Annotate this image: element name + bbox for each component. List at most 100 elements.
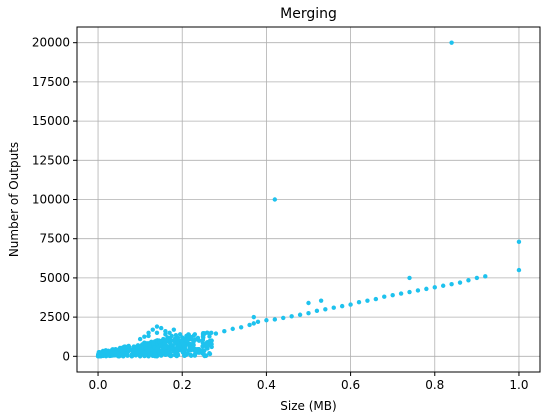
cluster-point-360 xyxy=(205,331,209,335)
cluster-point-373 xyxy=(153,353,157,357)
cluster-point-337 xyxy=(177,344,181,348)
y-tick-label-6: 15000 xyxy=(32,114,70,128)
x-axis-label: Size (MB) xyxy=(280,399,336,413)
data-point-98 xyxy=(247,323,251,327)
y-tick-label-7: 17500 xyxy=(32,75,70,89)
data-point-114 xyxy=(374,297,378,301)
chart-title: Merging xyxy=(280,6,337,22)
data-point-130 xyxy=(319,298,323,302)
cluster-point-332 xyxy=(182,354,186,358)
data-point-99 xyxy=(252,321,256,325)
data-point-95 xyxy=(222,329,226,333)
cluster-point-387 xyxy=(185,338,189,342)
data-point-116 xyxy=(390,293,394,297)
cluster-point-349 xyxy=(202,352,206,356)
data-point-103 xyxy=(281,316,285,320)
data-point-131 xyxy=(407,276,411,280)
data-point-104 xyxy=(289,314,293,318)
data-point-127 xyxy=(483,274,487,278)
x-tick-label-0: 0.0 xyxy=(88,378,107,392)
cluster-point-394 xyxy=(151,341,155,345)
data-point-119 xyxy=(416,288,420,292)
data-point-97 xyxy=(239,325,243,329)
x-tick-label-3: 0.6 xyxy=(341,378,360,392)
data-point-126 xyxy=(475,276,479,280)
y-tick-label-2: 5000 xyxy=(39,271,70,285)
data-point-77 xyxy=(151,327,155,331)
data-point-83 xyxy=(146,334,150,338)
data-point-78 xyxy=(155,324,159,328)
cluster-point-352 xyxy=(192,347,196,351)
data-point-106 xyxy=(306,311,310,315)
cluster-point-369 xyxy=(181,349,185,353)
cluster-point-306 xyxy=(131,351,135,355)
cluster-point-350 xyxy=(188,346,192,350)
cluster-point-370 xyxy=(208,352,212,356)
data-point-96 xyxy=(231,327,235,331)
data-point-100 xyxy=(256,320,260,324)
data-point-120 xyxy=(424,287,428,291)
cluster-point-395 xyxy=(173,337,177,341)
x-tick-label-1: 0.2 xyxy=(173,378,192,392)
grid-layer xyxy=(77,27,540,372)
y-axis-label: Number of Outputs xyxy=(7,142,21,257)
cluster-point-144 xyxy=(189,354,193,358)
data-point-82 xyxy=(172,327,176,331)
ticks-layer: 0.0 0.2 0.4 0.6 0.8 1.00250050007500100001250… xyxy=(32,36,529,392)
data-point-105 xyxy=(298,313,302,317)
data-point-125 xyxy=(466,278,470,282)
data-point-85 xyxy=(163,332,167,336)
data-point-121 xyxy=(433,285,437,289)
cluster-point-390 xyxy=(168,350,172,354)
cluster-point-385 xyxy=(179,338,183,342)
data-point-113 xyxy=(365,298,369,302)
data-point-117 xyxy=(399,291,403,295)
cluster-point-382 xyxy=(120,352,124,356)
x-tick-label-4: 0.8 xyxy=(425,378,444,392)
x-tick-label-2: 0.4 xyxy=(257,378,276,392)
y-tick-label-8: 20000 xyxy=(32,36,70,50)
data-point-133 xyxy=(449,40,453,44)
data-point-79 xyxy=(159,326,163,330)
data-point-111 xyxy=(348,302,352,306)
data-point-128 xyxy=(252,315,256,319)
cluster-point-357 xyxy=(135,350,139,354)
data-point-134 xyxy=(517,240,521,244)
cluster-point-391 xyxy=(155,346,159,350)
data-point-129 xyxy=(306,301,310,305)
data-point-109 xyxy=(332,306,336,310)
data-point-123 xyxy=(449,282,453,286)
data-point-81 xyxy=(167,331,171,335)
cluster-point-308 xyxy=(174,350,178,354)
cluster-point-381 xyxy=(116,352,120,356)
cluster-point-388 xyxy=(104,349,108,353)
y-tick-label-4: 10000 xyxy=(32,193,70,207)
y-tick-label-1: 2500 xyxy=(39,310,70,324)
data-point-84 xyxy=(155,331,159,335)
cluster-point-398 xyxy=(205,340,209,344)
data-point-102 xyxy=(273,317,277,321)
cluster-point-399 xyxy=(191,340,195,344)
data-point-122 xyxy=(441,284,445,288)
data-point-112 xyxy=(357,300,361,304)
data-point-132 xyxy=(273,197,277,201)
cluster-point-392 xyxy=(201,341,205,345)
data-point-124 xyxy=(458,280,462,284)
cluster-point-354 xyxy=(147,351,151,355)
data-point-115 xyxy=(382,295,386,299)
cluster-point-396 xyxy=(171,346,175,350)
data-point-101 xyxy=(264,318,268,322)
y-tick-label-0: 0 xyxy=(62,349,70,363)
data-point-118 xyxy=(407,290,411,294)
data-point-107 xyxy=(315,309,319,313)
cluster-point-318 xyxy=(200,348,204,352)
cluster-point-380 xyxy=(142,351,146,355)
data-point-108 xyxy=(323,307,327,311)
data-point-94 xyxy=(214,331,218,335)
cluster-point-375 xyxy=(147,342,151,346)
cluster-point-358 xyxy=(157,340,161,344)
cluster-point-397 xyxy=(125,352,129,356)
x-tick-label-5: 1.0 xyxy=(509,378,528,392)
data-point-110 xyxy=(340,304,344,308)
